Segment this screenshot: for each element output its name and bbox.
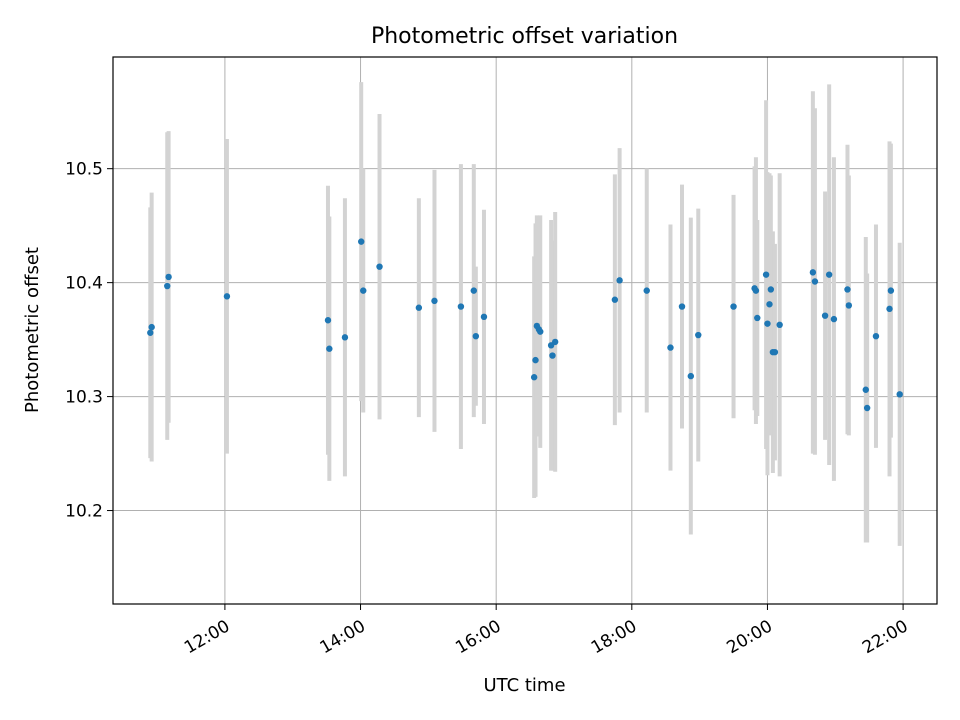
x-axis-label: UTC time xyxy=(483,675,565,696)
data-point xyxy=(821,312,829,319)
data-point xyxy=(872,332,880,340)
data-point xyxy=(223,293,231,300)
data-point xyxy=(830,315,838,323)
data-point xyxy=(611,296,619,303)
data-point xyxy=(752,287,760,294)
data-point xyxy=(165,273,172,281)
data-point xyxy=(825,271,833,278)
plot-frame xyxy=(112,56,938,605)
data-point xyxy=(887,287,895,294)
data-point xyxy=(754,314,761,322)
data-point xyxy=(472,332,480,340)
y-tick-label: 10.4 xyxy=(65,274,103,294)
data-point xyxy=(643,287,650,294)
data-point xyxy=(431,297,438,305)
data-point xyxy=(457,303,465,310)
y-tick-label: 10.5 xyxy=(65,160,103,180)
data-point xyxy=(376,263,383,270)
data-point xyxy=(341,334,349,341)
data-point xyxy=(844,286,851,293)
data-point xyxy=(326,345,333,352)
y-tick-label: 10.3 xyxy=(65,388,103,408)
data-point xyxy=(771,348,779,356)
data-point xyxy=(616,277,623,284)
data-point xyxy=(764,320,771,327)
data-point xyxy=(896,391,903,398)
y-axis: 10.2 10.3 10.4 10.5 xyxy=(65,160,113,522)
y-tick-label: 10.2 xyxy=(65,502,103,522)
data-point xyxy=(776,321,783,329)
data-point xyxy=(678,303,686,310)
data-point xyxy=(480,313,488,321)
data-point xyxy=(147,329,154,336)
data-point xyxy=(687,372,695,380)
data-point xyxy=(537,328,544,335)
data-point xyxy=(809,269,817,276)
data-point xyxy=(549,352,556,359)
data-point xyxy=(360,287,367,294)
data-point xyxy=(811,278,819,285)
data-point xyxy=(762,271,770,278)
data-point xyxy=(667,344,674,351)
data-point xyxy=(767,286,775,293)
data-point xyxy=(863,404,871,412)
data-point xyxy=(695,331,702,339)
data-point xyxy=(862,386,869,393)
data-point xyxy=(766,301,773,308)
data-point xyxy=(551,338,559,346)
data-point xyxy=(324,317,332,324)
data-point xyxy=(415,304,423,311)
data-point xyxy=(530,374,538,381)
data-point xyxy=(164,282,171,290)
data-point xyxy=(845,302,853,309)
data-point xyxy=(358,238,365,245)
y-axis-label: Photometric offset xyxy=(22,247,43,413)
data-point xyxy=(148,323,155,331)
data-point xyxy=(886,305,893,313)
data-point xyxy=(532,356,539,364)
data-point xyxy=(730,303,737,310)
chart-title: Photometric offset variation xyxy=(371,24,678,49)
data-points xyxy=(147,238,903,412)
data-point xyxy=(470,287,477,294)
